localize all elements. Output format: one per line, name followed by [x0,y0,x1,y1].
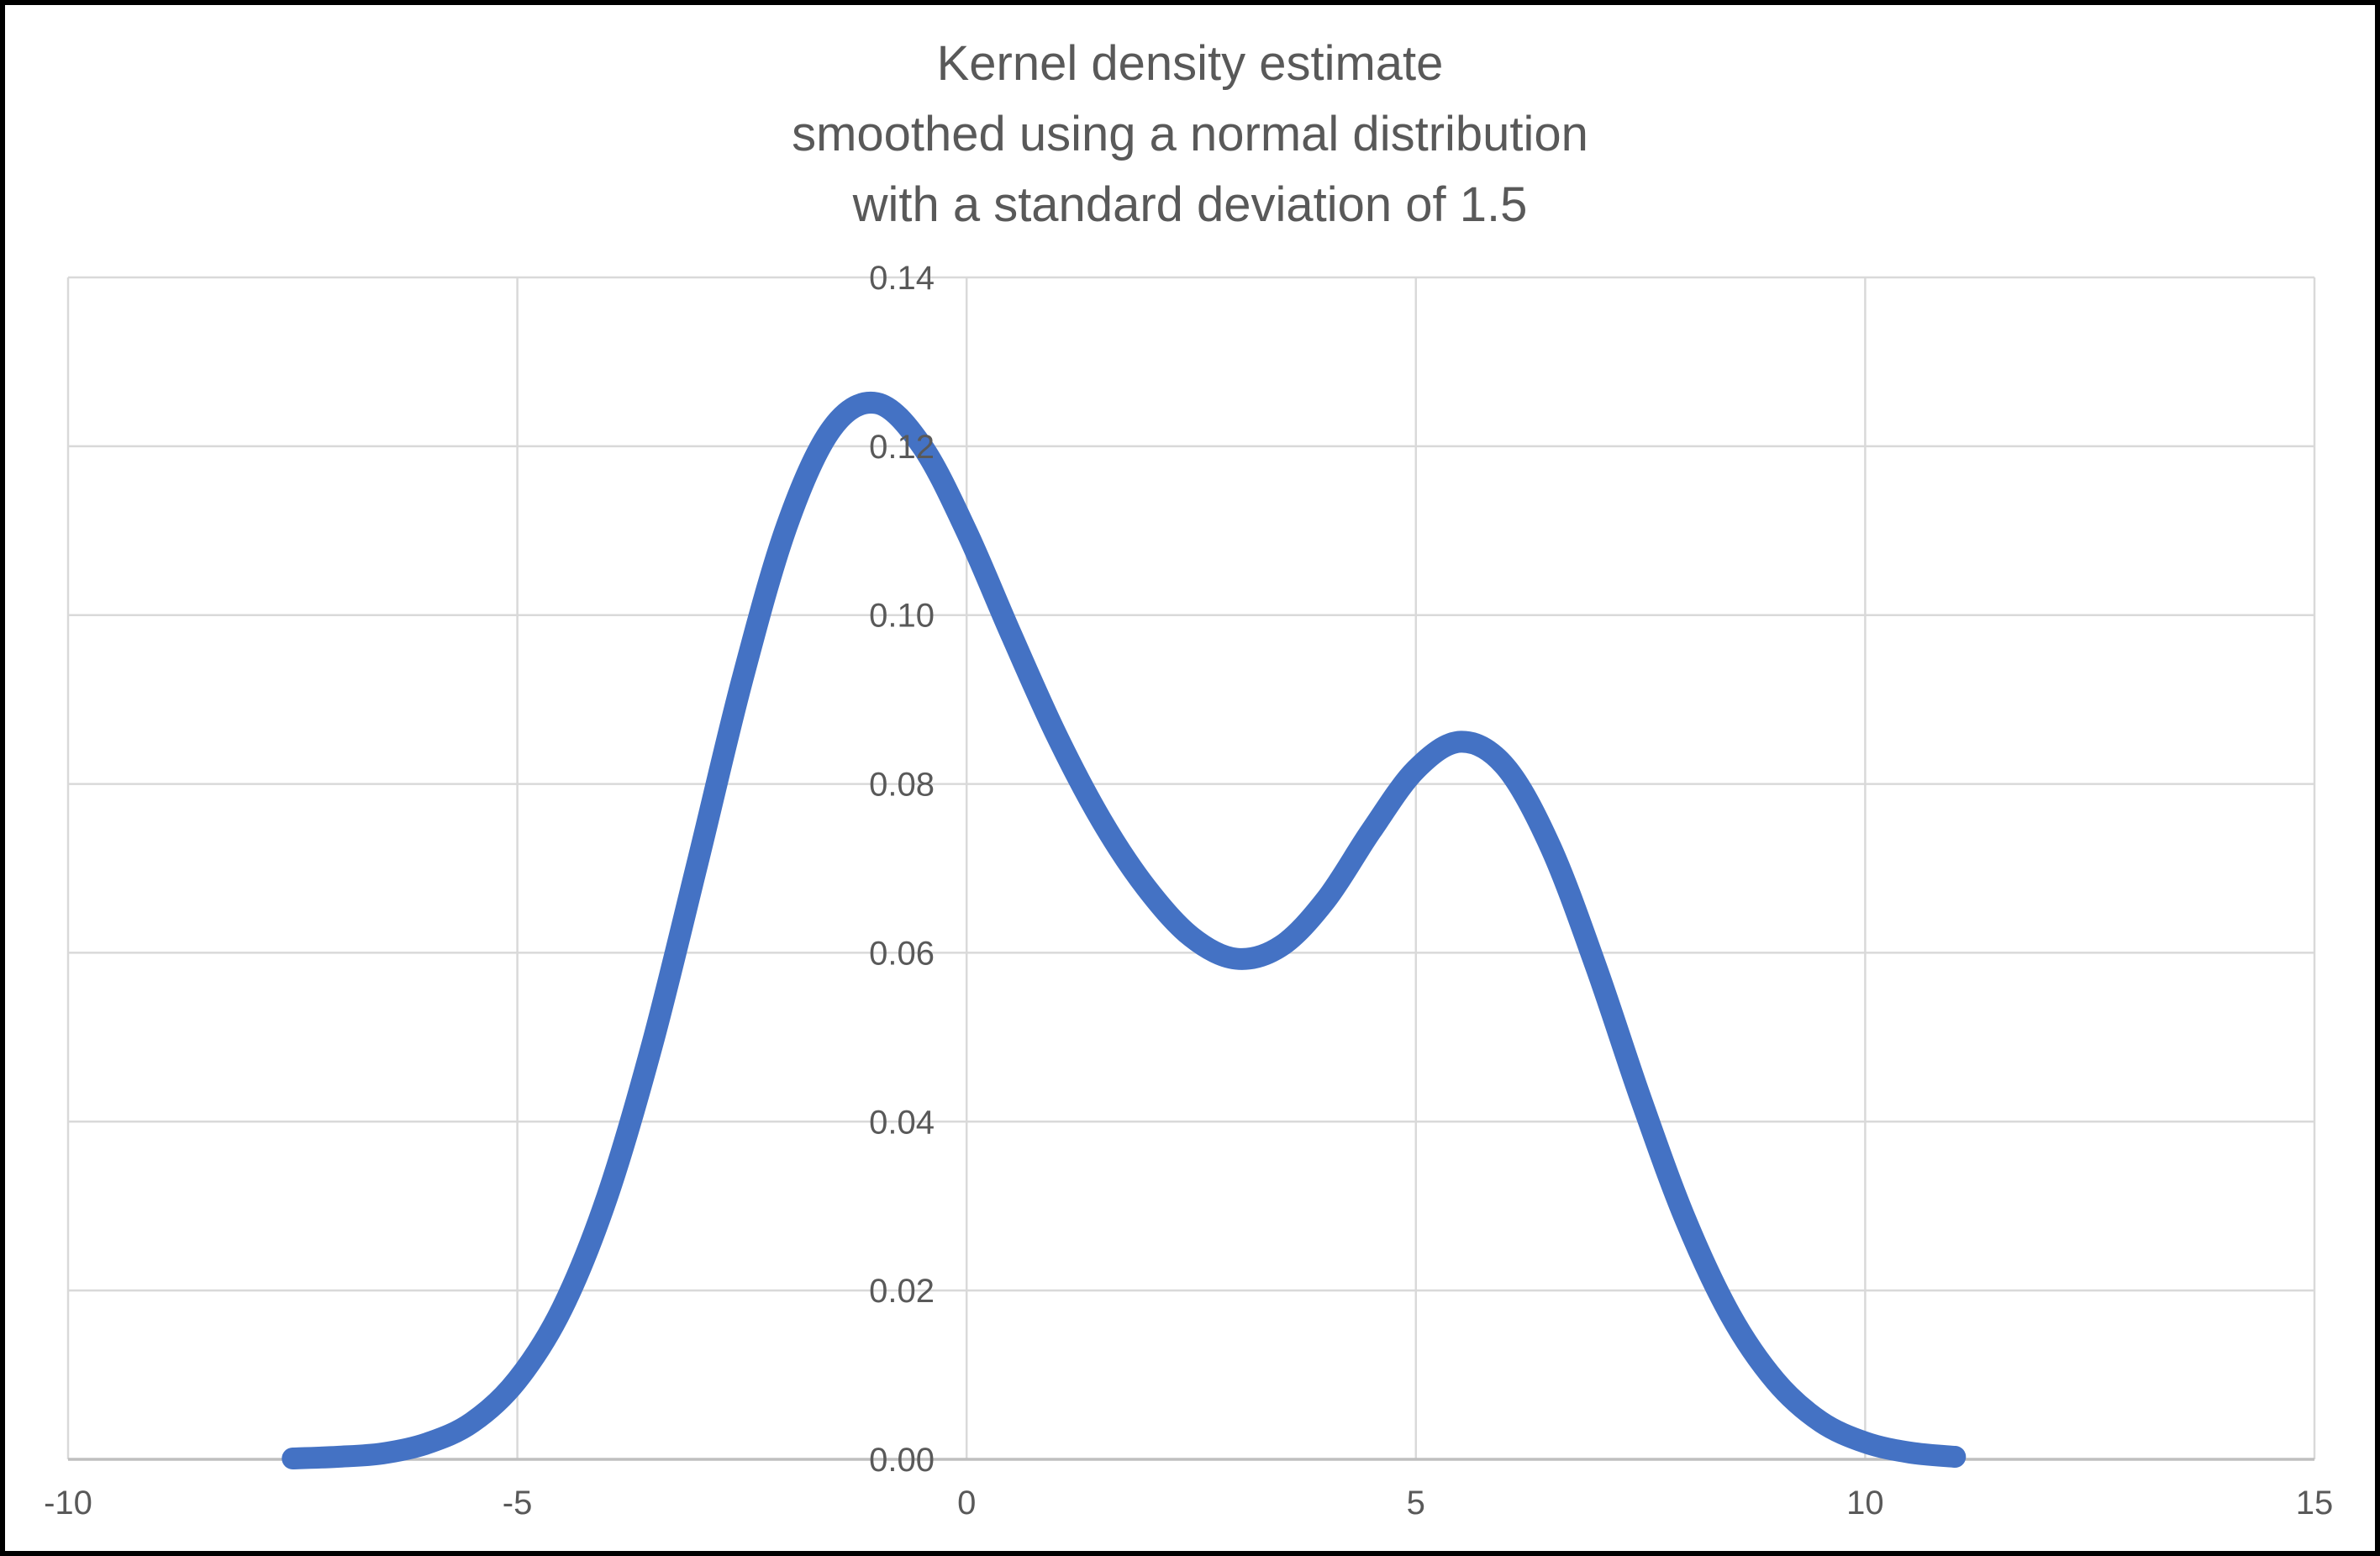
x-tick-label: 10 [1846,1485,1884,1522]
kde-curve [282,391,1967,1469]
x-tick-label: 0 [957,1485,976,1522]
chart-title-line-3: with a standard deviation of 1.5 [852,177,1528,232]
y-tick-label: 0.04 [869,1104,935,1141]
y-tick-label: 0.14 [869,260,935,297]
y-tick-label: 0.00 [869,1442,935,1479]
x-tick-label: 15 [2296,1485,2334,1522]
y-tick-label: 0.08 [869,767,935,804]
y-tick-label: 0.02 [869,1273,935,1310]
y-tick-label: 0.10 [869,598,935,635]
x-tick-label: -5 [503,1485,533,1522]
x-tick-label: 5 [1407,1485,1425,1522]
chart-title-line-1: Kernel density estimate [936,36,1444,91]
x-tick-label: -10 [44,1485,92,1522]
y-tick-label: 0.06 [869,935,935,972]
chart-title: Kernel density estimate smoothed using a… [0,29,2380,240]
y-tick-label: 0.12 [869,429,935,466]
chart-title-line-2: smoothed using a normal distribution [792,107,1588,161]
